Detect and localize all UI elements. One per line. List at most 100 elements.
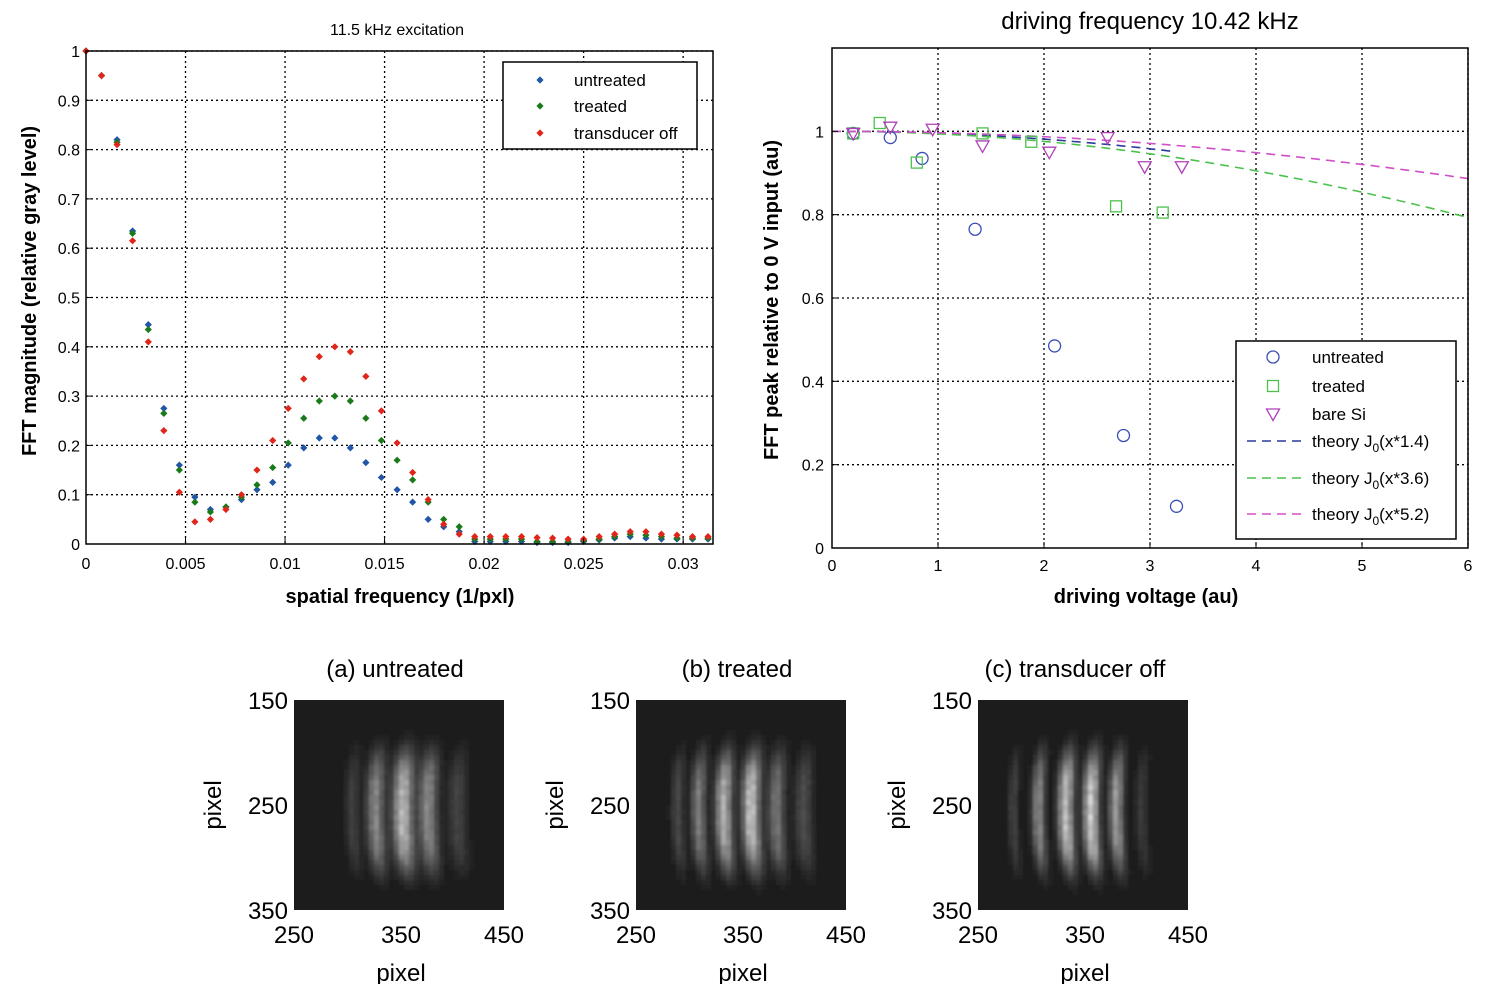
image-pixel	[349, 855, 354, 860]
image-pixel	[439, 875, 444, 880]
image-pixel	[751, 785, 756, 790]
image-pixel	[1033, 760, 1038, 765]
image-pixel	[706, 835, 711, 840]
image-pixel	[811, 830, 816, 835]
image-pixel	[781, 850, 786, 855]
image-pixel	[1083, 745, 1088, 750]
image-pixel	[359, 770, 364, 775]
image-pixel	[344, 850, 349, 855]
image-pixel	[1038, 775, 1043, 780]
image-pixel	[811, 825, 816, 830]
image-pixel	[1018, 785, 1023, 790]
image-pixel	[1088, 785, 1093, 790]
image-pixel	[776, 810, 781, 815]
image-pixel	[1038, 795, 1043, 800]
image-pixel	[454, 750, 459, 755]
image-pixel	[419, 845, 424, 850]
data-point	[455, 523, 463, 531]
chart-left-ytick-label: 0.2	[58, 438, 80, 455]
image-pixel	[1098, 755, 1103, 760]
data-point	[206, 508, 215, 516]
image-pixel	[746, 825, 751, 830]
image-pixel	[801, 760, 806, 765]
image-pixel	[806, 880, 811, 885]
image-pixel	[409, 825, 414, 830]
image-pixel	[751, 795, 756, 800]
image-pixel	[354, 845, 359, 850]
image-pixel	[791, 850, 796, 855]
image-pixel	[1013, 775, 1018, 780]
data-point	[642, 528, 650, 536]
image-pixel	[1098, 860, 1103, 865]
image-pixel	[1143, 750, 1148, 755]
image-pixel	[469, 840, 474, 845]
image-pixel	[409, 740, 414, 745]
image-pixel	[766, 855, 771, 860]
image-pixel	[761, 870, 766, 875]
image-pixel	[449, 845, 454, 850]
image-pixel	[349, 845, 354, 850]
image-pixel	[399, 830, 404, 835]
image-pixel	[464, 800, 469, 805]
image-pixel	[1118, 820, 1123, 825]
image-pixel	[791, 840, 796, 845]
image-pixel	[676, 795, 681, 800]
image-pixel	[1088, 760, 1093, 765]
image-pixel	[716, 850, 721, 855]
image-pixel	[1008, 760, 1013, 765]
image-pixel	[394, 785, 399, 790]
image-pixel	[776, 860, 781, 865]
image-pixel	[776, 805, 781, 810]
image-pixel	[379, 880, 384, 885]
image-pixel	[1068, 870, 1073, 875]
image-pixel	[801, 770, 806, 775]
image-pixel	[1138, 825, 1143, 830]
image-pixel	[666, 805, 671, 810]
image-pixel	[1068, 755, 1073, 760]
image-pixel	[756, 795, 761, 800]
image-pixel	[1013, 780, 1018, 785]
image-pixel	[1008, 830, 1013, 835]
image-pixel	[791, 780, 796, 785]
image-pixel	[464, 840, 469, 845]
image-pixel	[434, 775, 439, 780]
image-pixel	[776, 735, 781, 740]
image-pixel	[711, 840, 716, 845]
image-pixel	[399, 760, 404, 765]
image-pixel	[429, 760, 434, 765]
image-pixel	[449, 860, 454, 865]
image-pixel	[1043, 885, 1048, 890]
image-pixel	[741, 780, 746, 785]
image-pixel	[716, 750, 721, 755]
image-pixel	[756, 820, 761, 825]
image-pixel	[384, 885, 389, 890]
image-pixel	[464, 830, 469, 835]
image-pixel	[786, 820, 791, 825]
image-pixel	[409, 835, 414, 840]
image-pixel	[404, 805, 409, 810]
image-pixel	[1068, 830, 1073, 835]
image-pixel	[751, 825, 756, 830]
image-pixel	[706, 845, 711, 850]
image-pixel	[354, 770, 359, 775]
image-pixel	[716, 845, 721, 850]
image-pixel	[364, 860, 369, 865]
image-pixel	[1098, 760, 1103, 765]
image-pixel	[1073, 765, 1078, 770]
image-pixel	[1108, 780, 1113, 785]
image-pixel	[1123, 750, 1128, 755]
data-point	[269, 478, 277, 486]
image-pixel	[671, 760, 676, 765]
image-pixel	[394, 865, 399, 870]
image-pixel	[1103, 790, 1108, 795]
image-pixel	[399, 750, 404, 755]
image-pixel	[1108, 845, 1113, 850]
image-pixel	[1043, 860, 1048, 865]
image-pixel	[384, 855, 389, 860]
image-pixel	[1113, 765, 1118, 770]
image-pixel	[801, 795, 806, 800]
image-pixel	[379, 835, 384, 840]
image-pixel	[464, 795, 469, 800]
image-pixel	[1133, 805, 1138, 810]
image-pixel	[389, 825, 394, 830]
